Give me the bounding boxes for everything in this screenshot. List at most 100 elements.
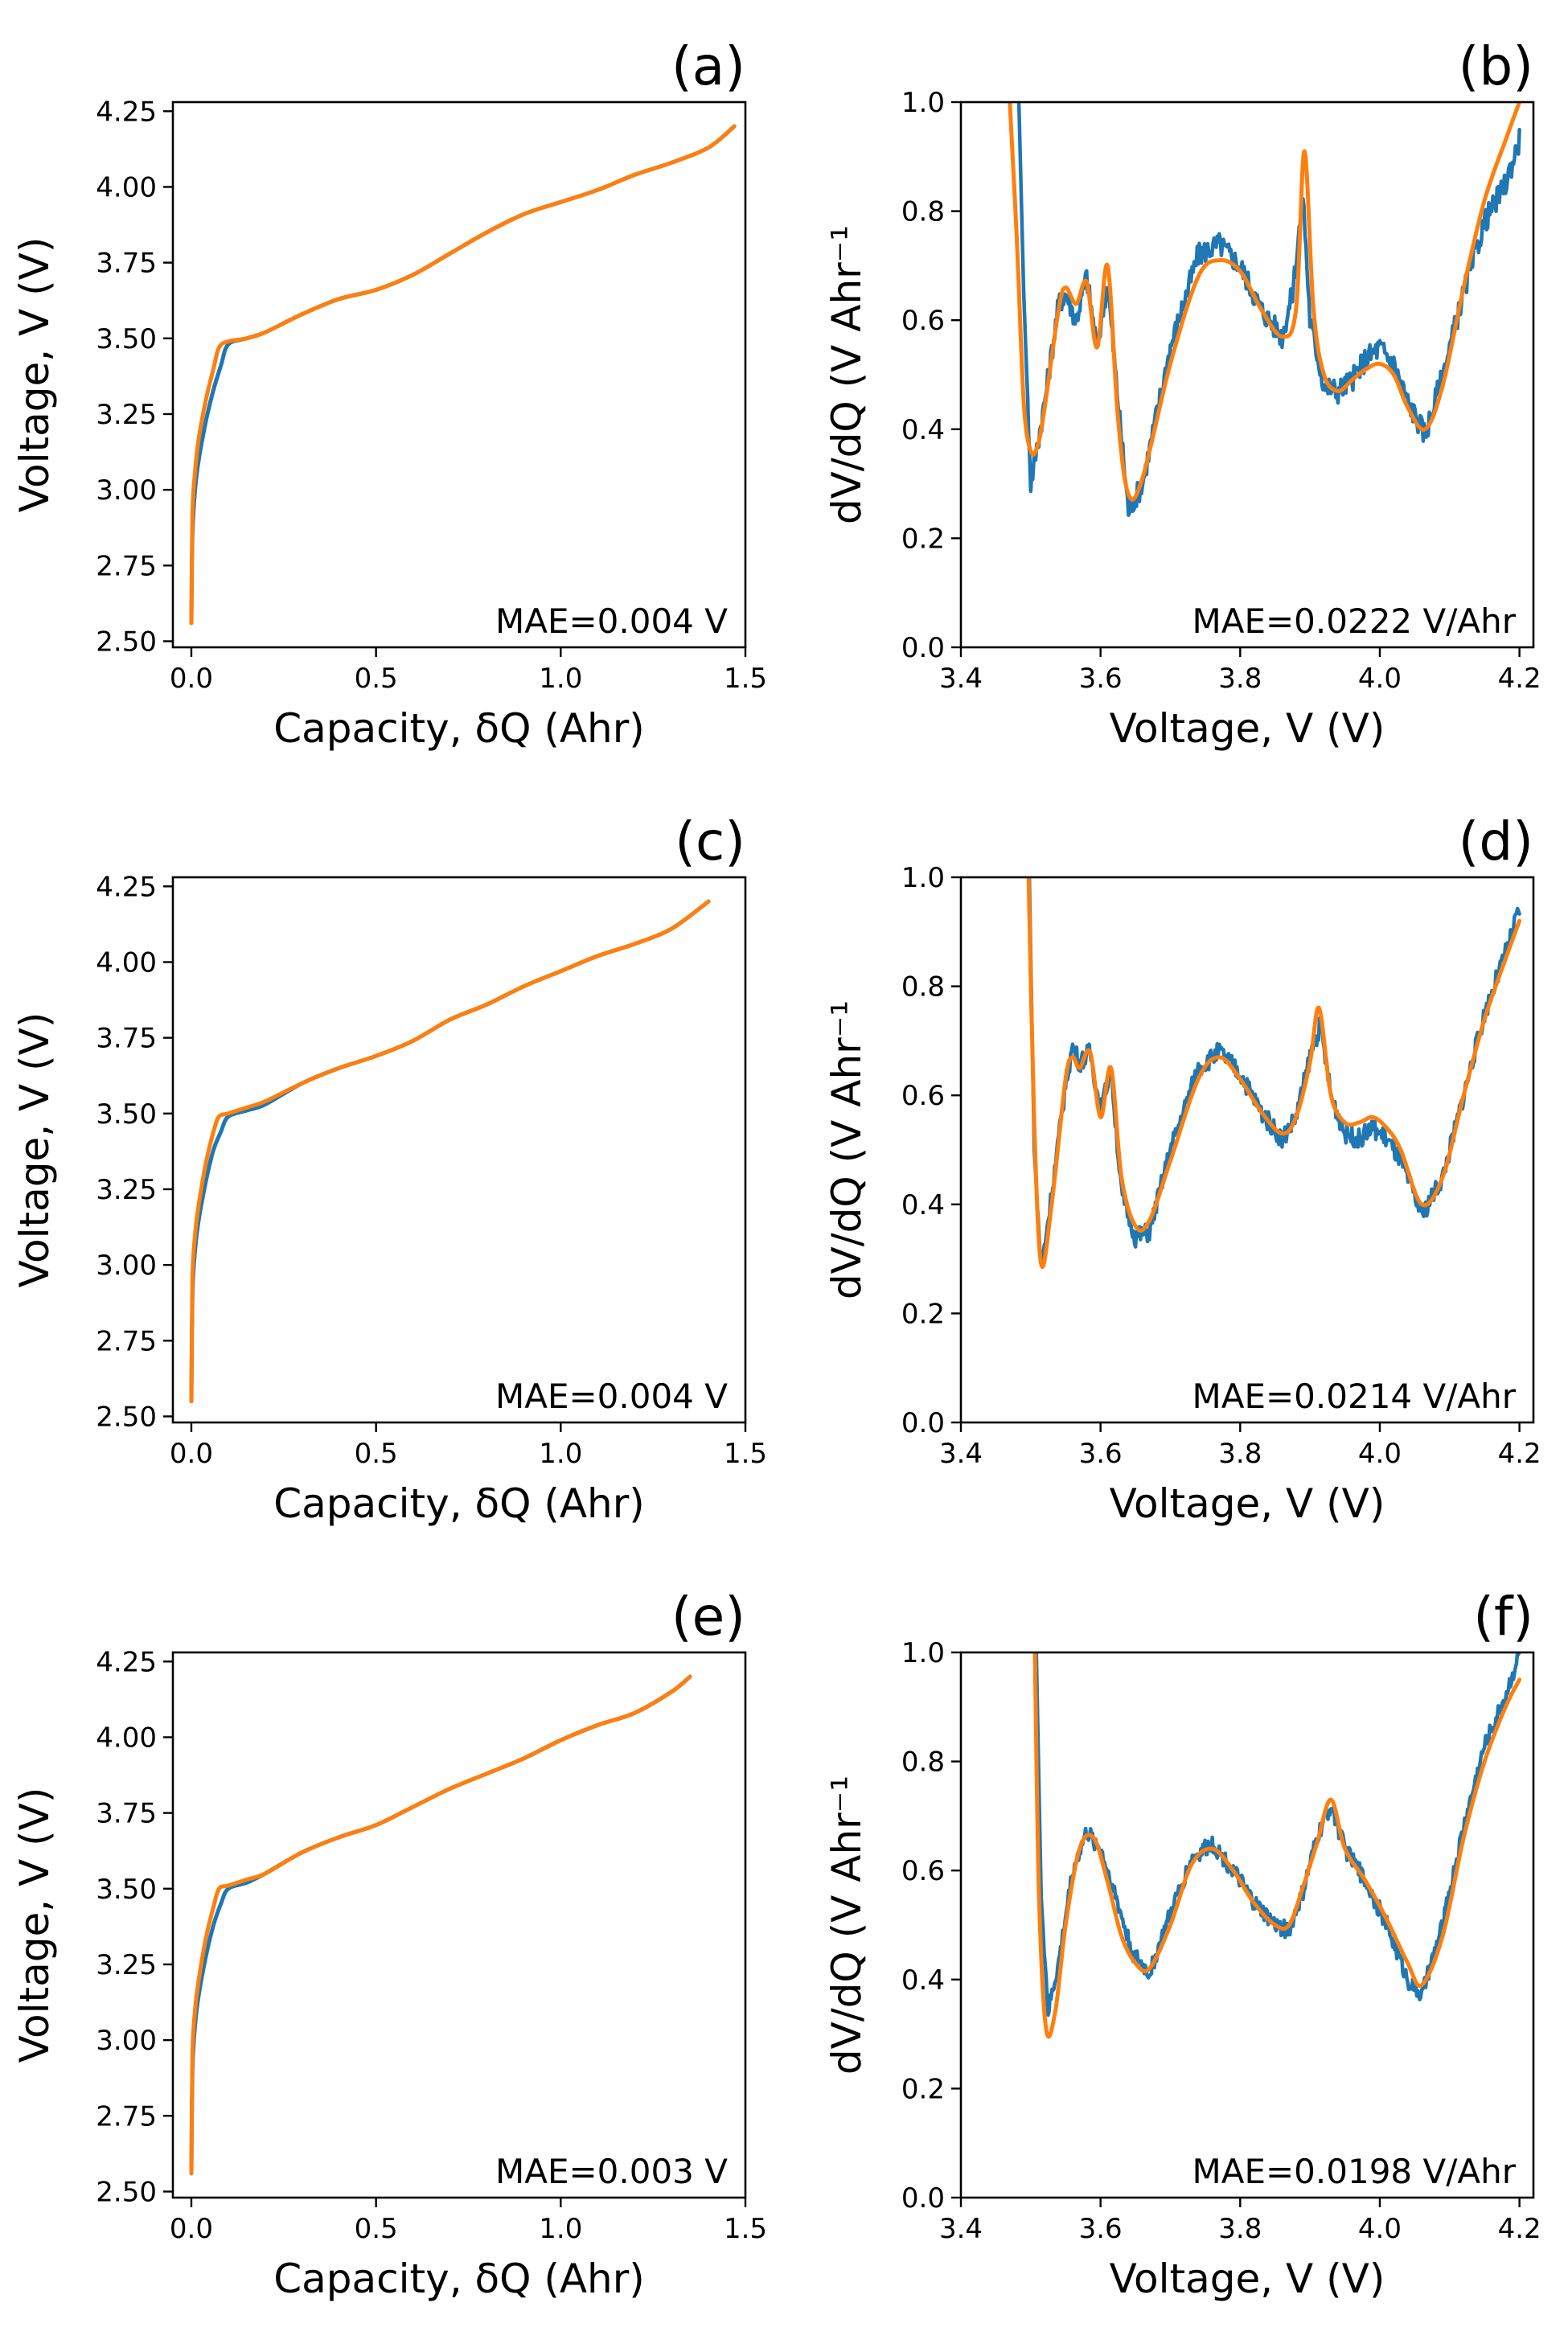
panel-label: (e) (671, 1586, 745, 1648)
y-tick-label: 3.75 (96, 248, 157, 280)
x-tick-label: 1.5 (724, 2213, 767, 2245)
y-tick-label: 3.50 (96, 323, 157, 355)
x-tick-label: 1.0 (539, 2213, 582, 2245)
y-tick-label: 4.00 (96, 171, 157, 203)
mae-annotation: MAE=0.004 V (495, 1377, 728, 1416)
panel-a: 0.0 0.5 1.0 1.5 2.50 2.75 3.00 3.25 3.50 3.75 4.00… (11, 35, 767, 752)
x-tick-label: 3.8 (1218, 663, 1262, 695)
y-tick-label: 3.75 (96, 1798, 157, 1830)
y-axis-label: dV/dQ (V Ahr⁻¹ (823, 1000, 870, 1299)
x-tick-label: 3.4 (939, 663, 983, 695)
series-measured-line (1034, 1652, 1521, 2017)
y-tick-label: 2.50 (96, 1401, 157, 1433)
x-tick-label: 0.0 (170, 1438, 213, 1470)
y-tick-label: 0.0 (901, 632, 945, 664)
panel-d: 3.4 3.6 3.8 4.0 4.2 0.0 0.2 0.4 0.6 0.8 1.0 Voltage… (823, 811, 1541, 1527)
series-fit-line (1032, 1652, 1522, 2039)
panel-label: (d) (1459, 811, 1533, 872)
panel-label: (f) (1473, 1586, 1533, 1648)
x-tick-label: 1.0 (539, 1438, 582, 1470)
x-tick-label: 4.2 (1498, 663, 1541, 695)
y-tick-label: 0.4 (901, 414, 945, 446)
x-tick-label: 0.5 (355, 1438, 398, 1470)
series-measured-line (189, 899, 711, 1404)
x-tick-label: 0.5 (355, 2213, 398, 2245)
x-tick-label: 4.0 (1358, 1438, 1402, 1470)
y-tick-label: 4.25 (96, 871, 157, 903)
x-tick-label: 0.5 (355, 663, 398, 695)
y-tick-label: 3.25 (96, 1174, 157, 1206)
x-axis-label: Capacity, δQ (Ahr) (273, 705, 645, 752)
y-tick-label: 3.25 (96, 399, 157, 431)
y-tick-label: 0.0 (901, 2182, 945, 2214)
y-tick-label: 0.8 (901, 971, 945, 1004)
series-measured-line (1016, 102, 1521, 517)
y-tick-label: 1.0 (901, 862, 945, 894)
plot-frame (171, 101, 747, 649)
series-fit-line (189, 1674, 692, 2176)
series-fit-line (1026, 877, 1522, 1269)
x-tick-label: 1.5 (724, 1438, 767, 1470)
x-axis-label: Capacity, δQ (Ahr) (273, 2256, 645, 2302)
series-fit-line (1008, 102, 1522, 502)
x-tick-label: 3.4 (939, 1438, 983, 1470)
y-tick-label: 2.50 (96, 2176, 157, 2208)
x-axis-label: Voltage, V (V) (1110, 705, 1385, 752)
plot-frame (959, 101, 1535, 649)
x-tick-label: 4.2 (1498, 1438, 1541, 1470)
y-tick-label: 1.0 (901, 87, 945, 119)
x-tick-label: 3.6 (1079, 2213, 1123, 2245)
panel-c: 0.0 0.5 1.0 1.5 2.50 2.75 3.00 3.25 3.50 3.75 4.00… (11, 811, 767, 1527)
series-fit-line (189, 124, 737, 626)
x-tick-label: 4.0 (1358, 663, 1402, 695)
panel-f: 3.4 3.6 3.8 4.0 4.2 0.0 0.2 0.4 0.6 0.8 1.0 Voltage… (823, 1586, 1541, 2302)
mae-annotation: MAE=0.003 V (495, 2152, 728, 2191)
y-tick-label: 3.00 (96, 2025, 157, 2057)
x-axis-label: Capacity, δQ (Ahr) (273, 1480, 645, 1527)
series-fit-line (189, 899, 711, 1404)
y-tick-label: 3.00 (96, 1250, 157, 1282)
mae-annotation: MAE=0.0198 V/Ahr (1192, 2152, 1516, 2191)
x-tick-label: 3.6 (1079, 663, 1123, 695)
x-tick-label: 3.8 (1218, 2213, 1262, 2245)
x-tick-label: 1.0 (539, 663, 582, 695)
series-measured-line (1027, 877, 1521, 1267)
y-tick-label: 0.6 (901, 305, 945, 337)
y-tick-label: 0.6 (901, 1855, 945, 1887)
plot-frame (171, 876, 747, 1424)
y-tick-label: 3.50 (96, 1874, 157, 1906)
series-measured-line (189, 1674, 692, 2176)
y-tick-label: 0.8 (901, 196, 945, 228)
y-tick-label: 0.2 (901, 1298, 945, 1330)
y-tick-label: 0.6 (901, 1080, 945, 1112)
y-tick-label: 0.2 (901, 523, 945, 555)
y-tick-label: 4.25 (96, 96, 157, 128)
panel-label: (b) (1459, 35, 1533, 97)
y-tick-label: 2.75 (96, 550, 157, 582)
x-axis-label: Voltage, V (V) (1110, 1480, 1385, 1527)
y-tick-label: 0.4 (901, 1189, 945, 1221)
y-tick-label: 1.0 (901, 1637, 945, 1669)
y-tick-label: 0.8 (901, 1747, 945, 1779)
y-tick-label: 3.25 (96, 1949, 157, 1981)
mae-annotation: MAE=0.0222 V/Ahr (1192, 601, 1516, 641)
plot-frame (959, 1651, 1535, 2199)
x-axis-label: Voltage, V (V) (1110, 2256, 1385, 2302)
mae-annotation: MAE=0.004 V (495, 601, 728, 641)
y-tick-label: 2.75 (96, 2100, 157, 2132)
y-tick-label: 4.25 (96, 1646, 157, 1678)
y-tick-label: 0.2 (901, 2073, 945, 2105)
x-tick-label: 3.8 (1218, 1438, 1262, 1470)
panel-e: 0.0 0.5 1.0 1.5 2.50 2.75 3.00 3.25 3.50 3.75 4.00… (11, 1586, 767, 2302)
x-tick-label: 3.6 (1079, 1438, 1123, 1470)
panel-label: (c) (675, 811, 745, 872)
x-tick-label: 1.5 (724, 663, 767, 695)
y-tick-label: 3.50 (96, 1098, 157, 1131)
x-tick-label: 4.2 (1498, 2213, 1541, 2245)
y-axis-label: dV/dQ (V Ahr⁻¹ (823, 1775, 870, 2075)
y-tick-label: 2.50 (96, 626, 157, 658)
mae-annotation: MAE=0.0214 V/Ahr (1192, 1377, 1516, 1416)
y-tick-label: 0.4 (901, 1964, 945, 1997)
x-tick-label: 0.0 (170, 2213, 213, 2245)
